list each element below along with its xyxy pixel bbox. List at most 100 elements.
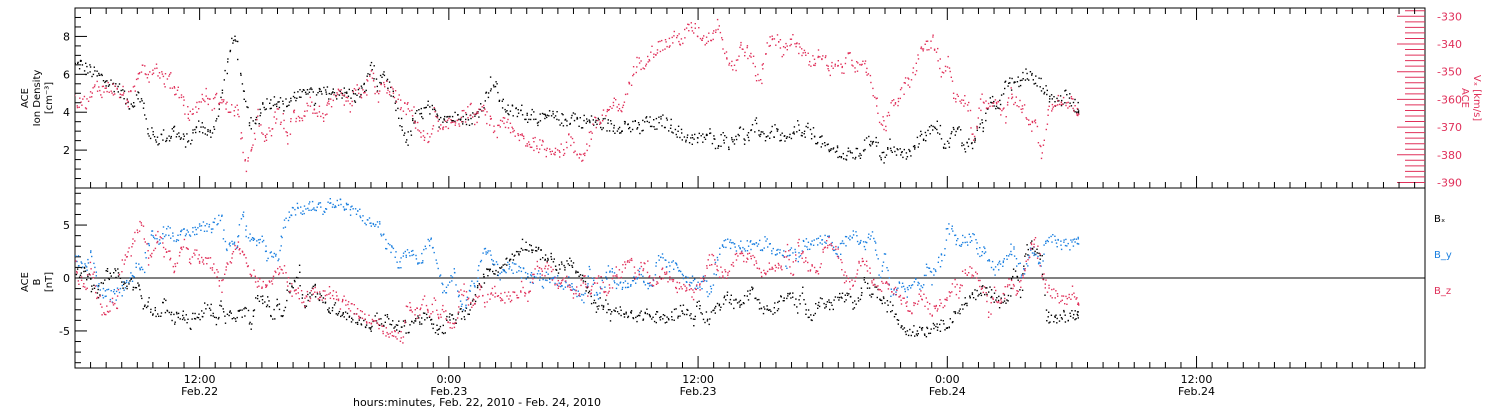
density-series-point <box>932 126 933 127</box>
density-series-point <box>1040 86 1041 87</box>
bz-series-point <box>1065 296 1066 297</box>
vx-series-point <box>539 139 540 140</box>
vx-series-point <box>287 132 288 133</box>
bz-series-point <box>90 262 91 263</box>
bz-series-point <box>1050 295 1051 296</box>
by-series-point <box>961 244 962 245</box>
by-series-point <box>1010 251 1011 252</box>
vx-series-point <box>157 75 158 76</box>
vx-series-point <box>695 23 696 24</box>
density-series-point <box>527 122 528 123</box>
bz-series-point <box>301 290 302 291</box>
bx-series-point <box>573 262 574 263</box>
vx-series-point <box>427 133 428 134</box>
bx-series-point <box>752 288 753 289</box>
vx-series-point <box>528 141 529 142</box>
by-series-point <box>142 269 143 270</box>
bx-series-point <box>747 295 748 296</box>
density-series-point <box>115 83 116 84</box>
by-series-point <box>711 291 712 292</box>
bz-series-point <box>1072 286 1073 287</box>
bz-series-point <box>114 303 115 304</box>
density-series-point <box>172 128 173 129</box>
density-series-point <box>506 110 507 111</box>
vx-series-point <box>760 79 761 80</box>
vx-series-point <box>326 114 327 115</box>
density-series-point <box>718 145 719 146</box>
density-series-point <box>1033 79 1034 80</box>
density-series-point <box>98 73 99 74</box>
bx-series-point <box>91 285 92 286</box>
density-series-point <box>712 143 713 144</box>
bz-series-point <box>673 279 674 280</box>
vx-series-point <box>128 106 129 107</box>
bz-series-point <box>965 269 966 270</box>
by-series-point <box>1038 263 1039 264</box>
density-series-point <box>777 130 778 131</box>
bz-series-point <box>411 309 412 310</box>
density-series-point <box>625 121 626 122</box>
bz-series-point <box>751 258 752 259</box>
by-series-point <box>434 252 435 253</box>
bx-series-point <box>711 311 712 312</box>
bz-series-point <box>508 298 509 299</box>
by-series-point <box>403 253 404 254</box>
vx-series-point <box>450 122 451 123</box>
bz-series-point <box>797 242 798 243</box>
bz-series-point <box>556 283 557 284</box>
bx-series-point <box>1046 309 1047 310</box>
by-series-point <box>969 234 970 235</box>
bz-series-point <box>301 302 302 303</box>
bz-series-point <box>394 330 395 331</box>
vx-series-point <box>407 102 408 103</box>
by-series-point <box>442 284 443 285</box>
vx-series-point <box>517 133 518 134</box>
vx-series-point <box>92 87 93 88</box>
bx-series-point <box>313 286 314 287</box>
vx-series-point <box>503 117 504 118</box>
by-series-point <box>671 262 672 263</box>
bz-series-point <box>545 266 546 267</box>
density-series-point <box>1028 79 1029 80</box>
bz-series-point <box>591 289 592 290</box>
vx-series-point <box>762 64 763 65</box>
density-series-point <box>358 89 359 90</box>
bx-series-point <box>309 296 310 297</box>
vx-series-point <box>618 110 619 111</box>
bz-series-point <box>808 270 809 271</box>
bz-series-point <box>554 277 555 278</box>
vx-series-point <box>572 138 573 139</box>
bx-series-point <box>719 304 720 305</box>
bz-series-point <box>1007 286 1008 287</box>
vx-series-point <box>440 128 441 129</box>
density-series-point <box>1049 98 1050 99</box>
by-series-point <box>993 269 994 270</box>
bx-series-point <box>525 242 526 243</box>
bz-series-point <box>125 254 126 255</box>
vx-series-point <box>477 113 478 114</box>
bz-series-point <box>622 264 623 265</box>
vx-series-point <box>866 74 867 75</box>
bx-series-point <box>319 300 320 301</box>
bx-series-point <box>606 312 607 313</box>
vx-series-point <box>1061 102 1062 103</box>
bx-series-point <box>757 299 758 300</box>
bz-series-point <box>822 249 823 250</box>
density-series-point <box>374 65 375 66</box>
vx-series-point <box>337 94 338 95</box>
by-series-point <box>149 245 150 246</box>
vx-series-point <box>838 60 839 61</box>
bz-series-point <box>996 301 997 302</box>
bz-series-point <box>644 263 645 264</box>
vx-series-point <box>552 151 553 152</box>
density-series-point <box>533 119 534 120</box>
bx-series-point <box>1024 256 1025 257</box>
bz-series-point <box>798 245 799 246</box>
bz-series-point <box>112 298 113 299</box>
bx-series-point <box>472 300 473 301</box>
density-series-point <box>121 90 122 91</box>
bz-series-point <box>1033 244 1034 245</box>
vx-series-point <box>958 96 959 97</box>
bx-series-point <box>418 317 419 318</box>
vx-series-point <box>322 113 323 114</box>
